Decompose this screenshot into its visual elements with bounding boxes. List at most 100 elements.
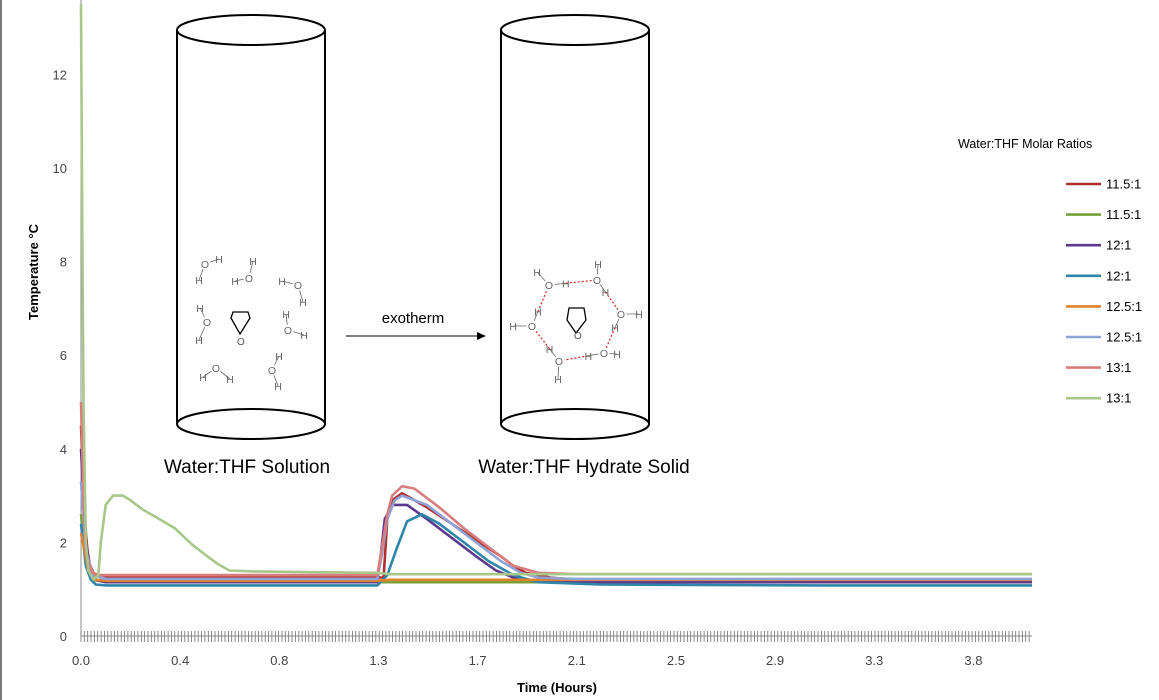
x-tick-label: 3.8 (964, 653, 982, 668)
legend: Water:THF Molar Ratios 11.5:1 11.5:1 12:1 1… (958, 137, 1142, 406)
svg-text:H: H (195, 275, 203, 287)
solution-cylinder (176, 14, 326, 440)
svg-text:O: O (201, 259, 209, 271)
x-minor-ticks (80, 631, 1030, 642)
series-line-8 (79, 4, 1032, 582)
chart-axes: 0 2 4 6 8 10 12 0.0 0.4 0.8 1.3 1.7 2.1 2.5 2.9 3.3 3.8… (26, 0, 1032, 695)
svg-text:H: H (199, 372, 207, 384)
svg-text:H: H (602, 287, 610, 299)
water-molecule: H HO (195, 303, 213, 347)
x-tick-label: 2.1 (568, 653, 586, 668)
svg-text:O: O (294, 280, 302, 292)
thf-molecule-right: O (566, 307, 587, 342)
svg-text:H: H (196, 303, 204, 315)
svg-text:O: O (593, 275, 601, 287)
y-tick-label: 8 (60, 255, 67, 270)
svg-text:H: H (584, 351, 592, 363)
svg-text:H: H (249, 256, 257, 268)
svg-text:O: O (268, 365, 276, 377)
y-tick-label: 6 (60, 348, 67, 363)
x-tick-label: 1.3 (369, 653, 387, 668)
svg-text:H: H (300, 330, 308, 342)
series-line-5 (79, 532, 1032, 583)
series-line-6 (79, 481, 1032, 581)
svg-text:O: O (245, 273, 253, 285)
legend-entry: 12:1 (1106, 238, 1131, 253)
series-line-1 (79, 425, 1032, 582)
water-molecule: H HO (278, 276, 307, 309)
svg-text:H: H (533, 267, 541, 279)
series-line-7 (79, 401, 1032, 577)
legend-entry: 12:1 (1106, 268, 1131, 283)
water-molecule: HHO (282, 309, 308, 342)
legend-entry: 12.5:1 (1106, 330, 1142, 345)
svg-text:H: H (635, 309, 643, 321)
x-tick-label: 2.5 (667, 653, 685, 668)
svg-text:O: O (555, 356, 563, 368)
water-molecule: HHO (231, 256, 257, 288)
svg-text:O: O (545, 280, 553, 292)
svg-text:H: H (509, 321, 517, 333)
legend-entry: 11.5:1 (1106, 177, 1141, 192)
svg-text:O: O (203, 317, 211, 329)
svg-text:O: O (600, 348, 608, 360)
legend-entry: 13:1 (1106, 360, 1131, 375)
svg-text:H: H (282, 309, 290, 321)
svg-text:O: O (237, 337, 245, 348)
exotherm-label: exotherm (382, 310, 445, 327)
y-tick-label: 0 (60, 629, 67, 644)
x-tick-label: 2.9 (766, 653, 784, 668)
svg-text:O: O (528, 321, 536, 333)
y-tick-label: 10 (53, 161, 67, 176)
svg-text:H: H (274, 381, 282, 393)
x-tick-label: 3.3 (865, 653, 883, 668)
svg-text:O: O (574, 331, 582, 342)
hydrate-cylinder (500, 14, 650, 440)
water-molecule: H HO (199, 362, 234, 386)
window-edge (0, 0, 2, 700)
x-tick-label: 0.0 (72, 653, 90, 668)
y-tick-labels: 0 2 4 6 8 10 12 (53, 67, 67, 644)
x-axis-title: Time (Hours) (517, 680, 597, 695)
svg-text:H: H (195, 335, 203, 347)
svg-text:O: O (284, 325, 292, 337)
legend-entry: 12.5:1 (1106, 299, 1142, 314)
svg-text:O: O (212, 363, 220, 375)
svg-text:H: H (534, 307, 542, 319)
svg-text:H: H (215, 254, 223, 266)
y-tick-label: 12 (53, 67, 67, 82)
legend-entry: 11.5:1 (1106, 207, 1141, 222)
svg-text:H: H (231, 276, 239, 288)
hydrate-label: Water:THF Hydrate Solid (478, 457, 690, 478)
svg-text:H: H (562, 278, 570, 290)
svg-text:H: H (611, 323, 619, 335)
svg-text:O: O (617, 309, 625, 321)
svg-text:H: H (278, 276, 286, 288)
x-tick-labels: 0.0 0.4 0.8 1.3 1.7 2.1 2.5 2.9 3.3 3.8 (72, 653, 982, 668)
svg-text:H: H (554, 374, 562, 386)
legend-title: Water:THF Molar Ratios (958, 137, 1092, 151)
solution-label: Water:THF Solution (164, 457, 330, 478)
svg-text:H: H (299, 297, 307, 309)
water-molecule: H HO (266, 351, 283, 393)
series-line-2 (79, 514, 1032, 584)
y-tick-label: 4 (60, 442, 67, 457)
y-tick-label: 2 (60, 535, 67, 550)
svg-text:H: H (594, 259, 602, 271)
svg-text:H: H (275, 351, 283, 363)
svg-text:H: H (226, 374, 234, 386)
svg-text:H: H (546, 344, 554, 356)
x-tick-label: 0.4 (171, 653, 189, 668)
legend-entry: 13:1 (1106, 391, 1131, 406)
exotherm-arrow (346, 332, 486, 340)
water-molecule: HHO (195, 254, 223, 287)
x-tick-label: 1.7 (469, 653, 487, 668)
thf-molecule-left: O (230, 311, 251, 348)
x-tick-label: 0.8 (270, 653, 288, 668)
y-axis-title: Temperature °C (26, 223, 41, 320)
